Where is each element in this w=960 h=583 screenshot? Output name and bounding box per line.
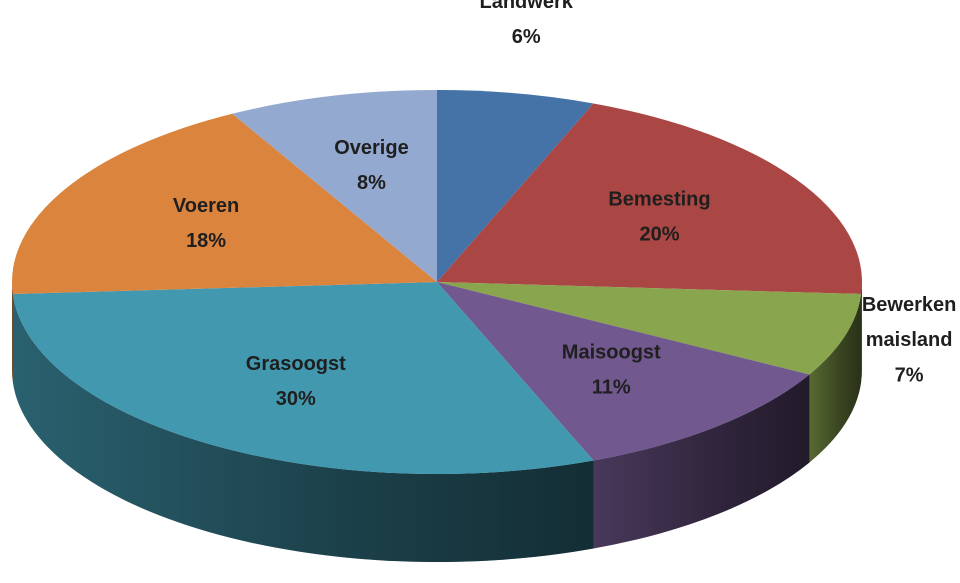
slice-label: Landwerk (480, 0, 574, 13)
slice-side-shade (12, 294, 594, 562)
slice (437, 90, 594, 282)
slice-side-shade (861, 282, 862, 383)
slice (12, 282, 594, 474)
value-label: 7% (895, 364, 924, 386)
slice (437, 103, 863, 295)
slice-side-shade (809, 294, 862, 463)
value-label: 11% (592, 377, 631, 399)
value-label: 6% (512, 26, 541, 48)
slice-label: Voeren (173, 195, 239, 217)
slice (437, 282, 862, 375)
slice-label: Maisoogst (562, 342, 661, 364)
slice-side-shade (593, 374, 810, 549)
slice (11, 113, 437, 295)
slice-label: Overige (334, 137, 408, 159)
slice (437, 282, 810, 461)
pie-tops (11, 90, 863, 474)
value-label: 20% (639, 223, 679, 245)
value-label: 30% (276, 388, 316, 410)
slice-label: Bemesting (608, 188, 710, 210)
labels: Landwerk 6% Bemesting 20% Bewerken maisland 7%… (173, 0, 956, 410)
pie-sides (12, 282, 862, 562)
value-label: 8% (357, 172, 386, 194)
slice-side-shade (12, 282, 13, 383)
value-label: 18% (186, 230, 226, 252)
slice-label: Grasoogst (246, 353, 346, 375)
slice (232, 90, 437, 282)
slice-label: Bewerken maisland (862, 294, 957, 351)
